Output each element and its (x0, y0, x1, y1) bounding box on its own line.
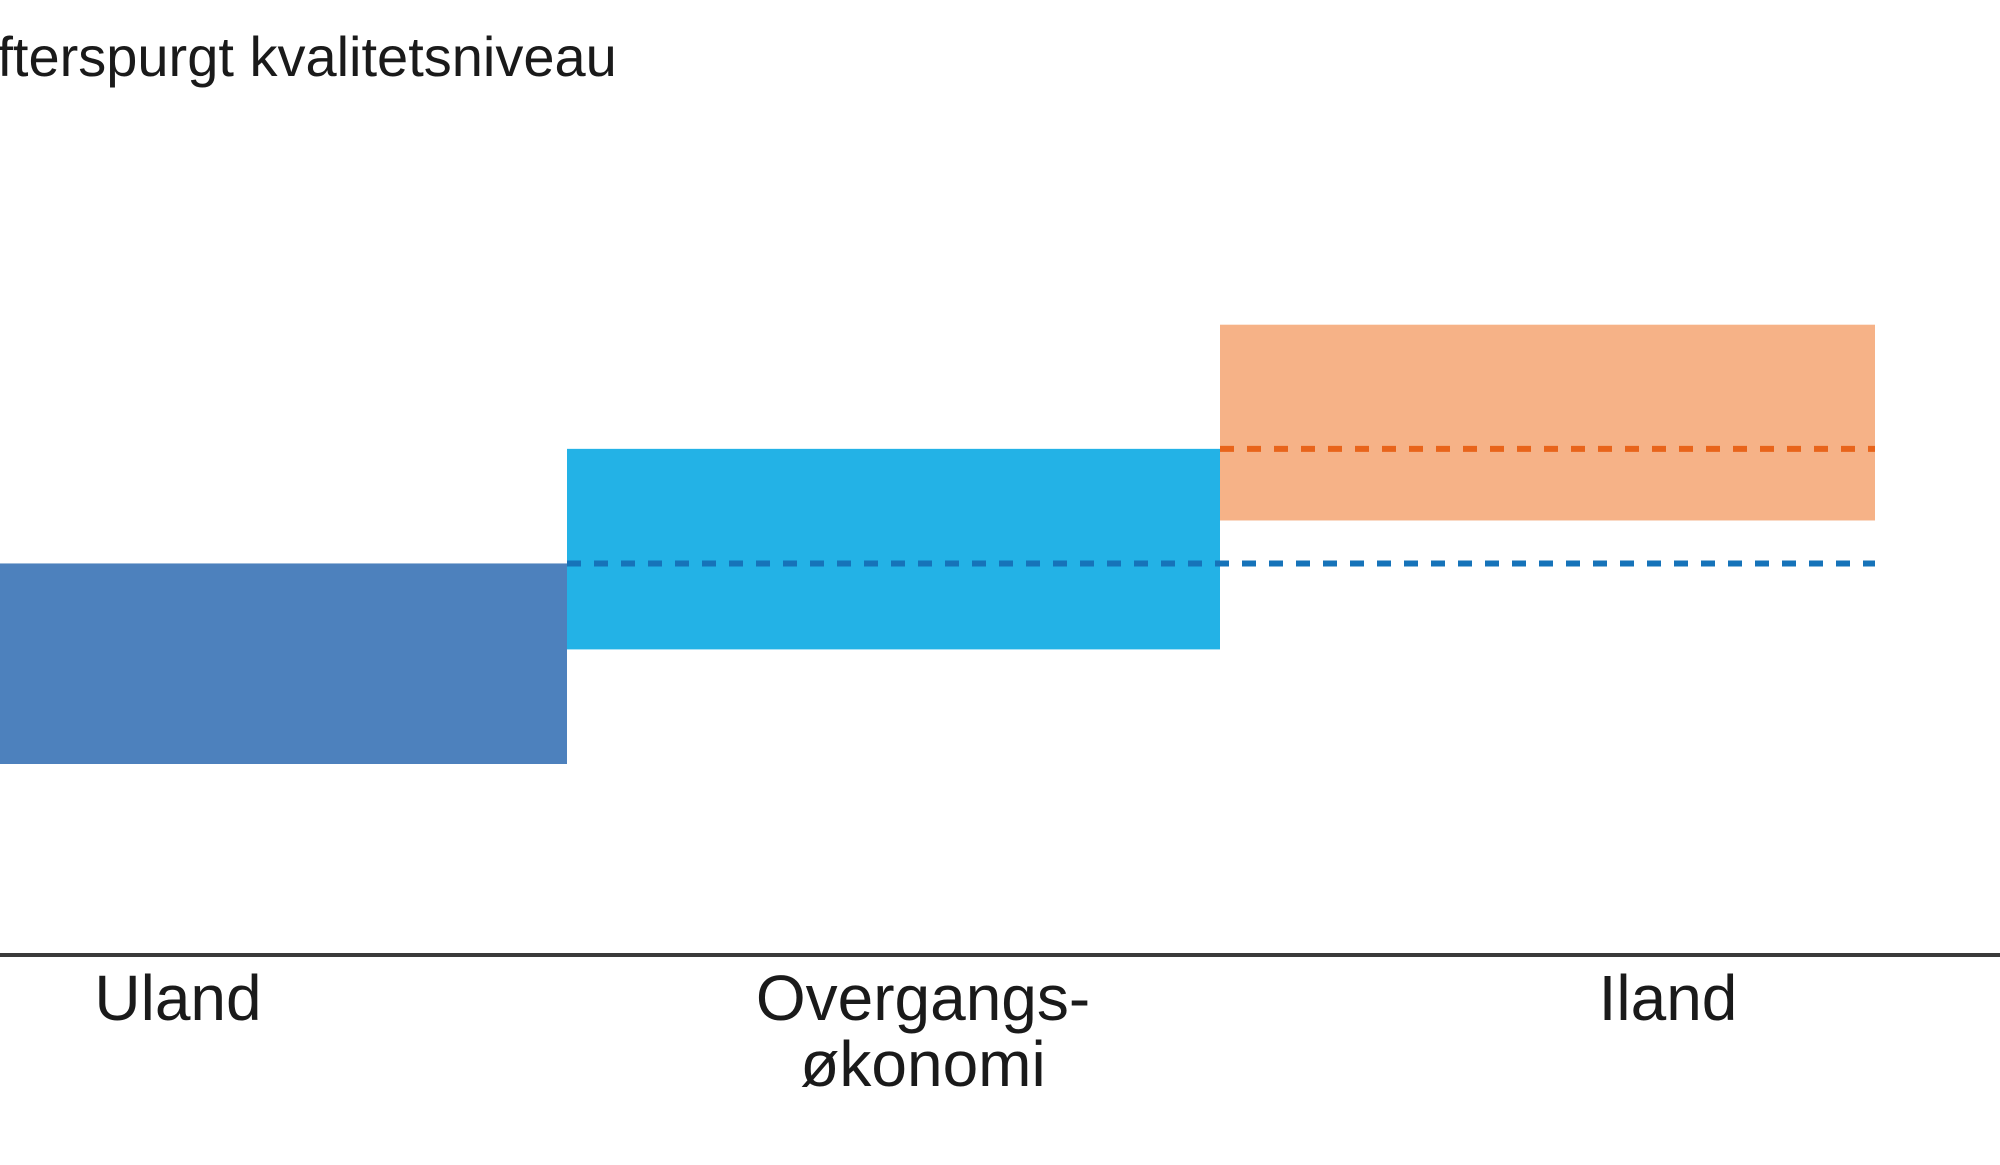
y-axis-title: Efterspurgt kvalitetsniveau (0, 25, 617, 88)
range-bar (567, 448, 1220, 650)
category-label: Overgangs- (756, 962, 1090, 1034)
category-label: økonomi (800, 1028, 1045, 1100)
range-bar (0, 563, 567, 764)
range-bar (1220, 324, 1875, 521)
bars-group (0, 324, 1875, 764)
category-label: Iland (1599, 962, 1738, 1034)
category-label: Uland (94, 962, 261, 1034)
reference-lines-group (567, 445, 1875, 567)
category-labels-group: Uland Overgangs-økonomi Iland (94, 962, 1737, 1100)
